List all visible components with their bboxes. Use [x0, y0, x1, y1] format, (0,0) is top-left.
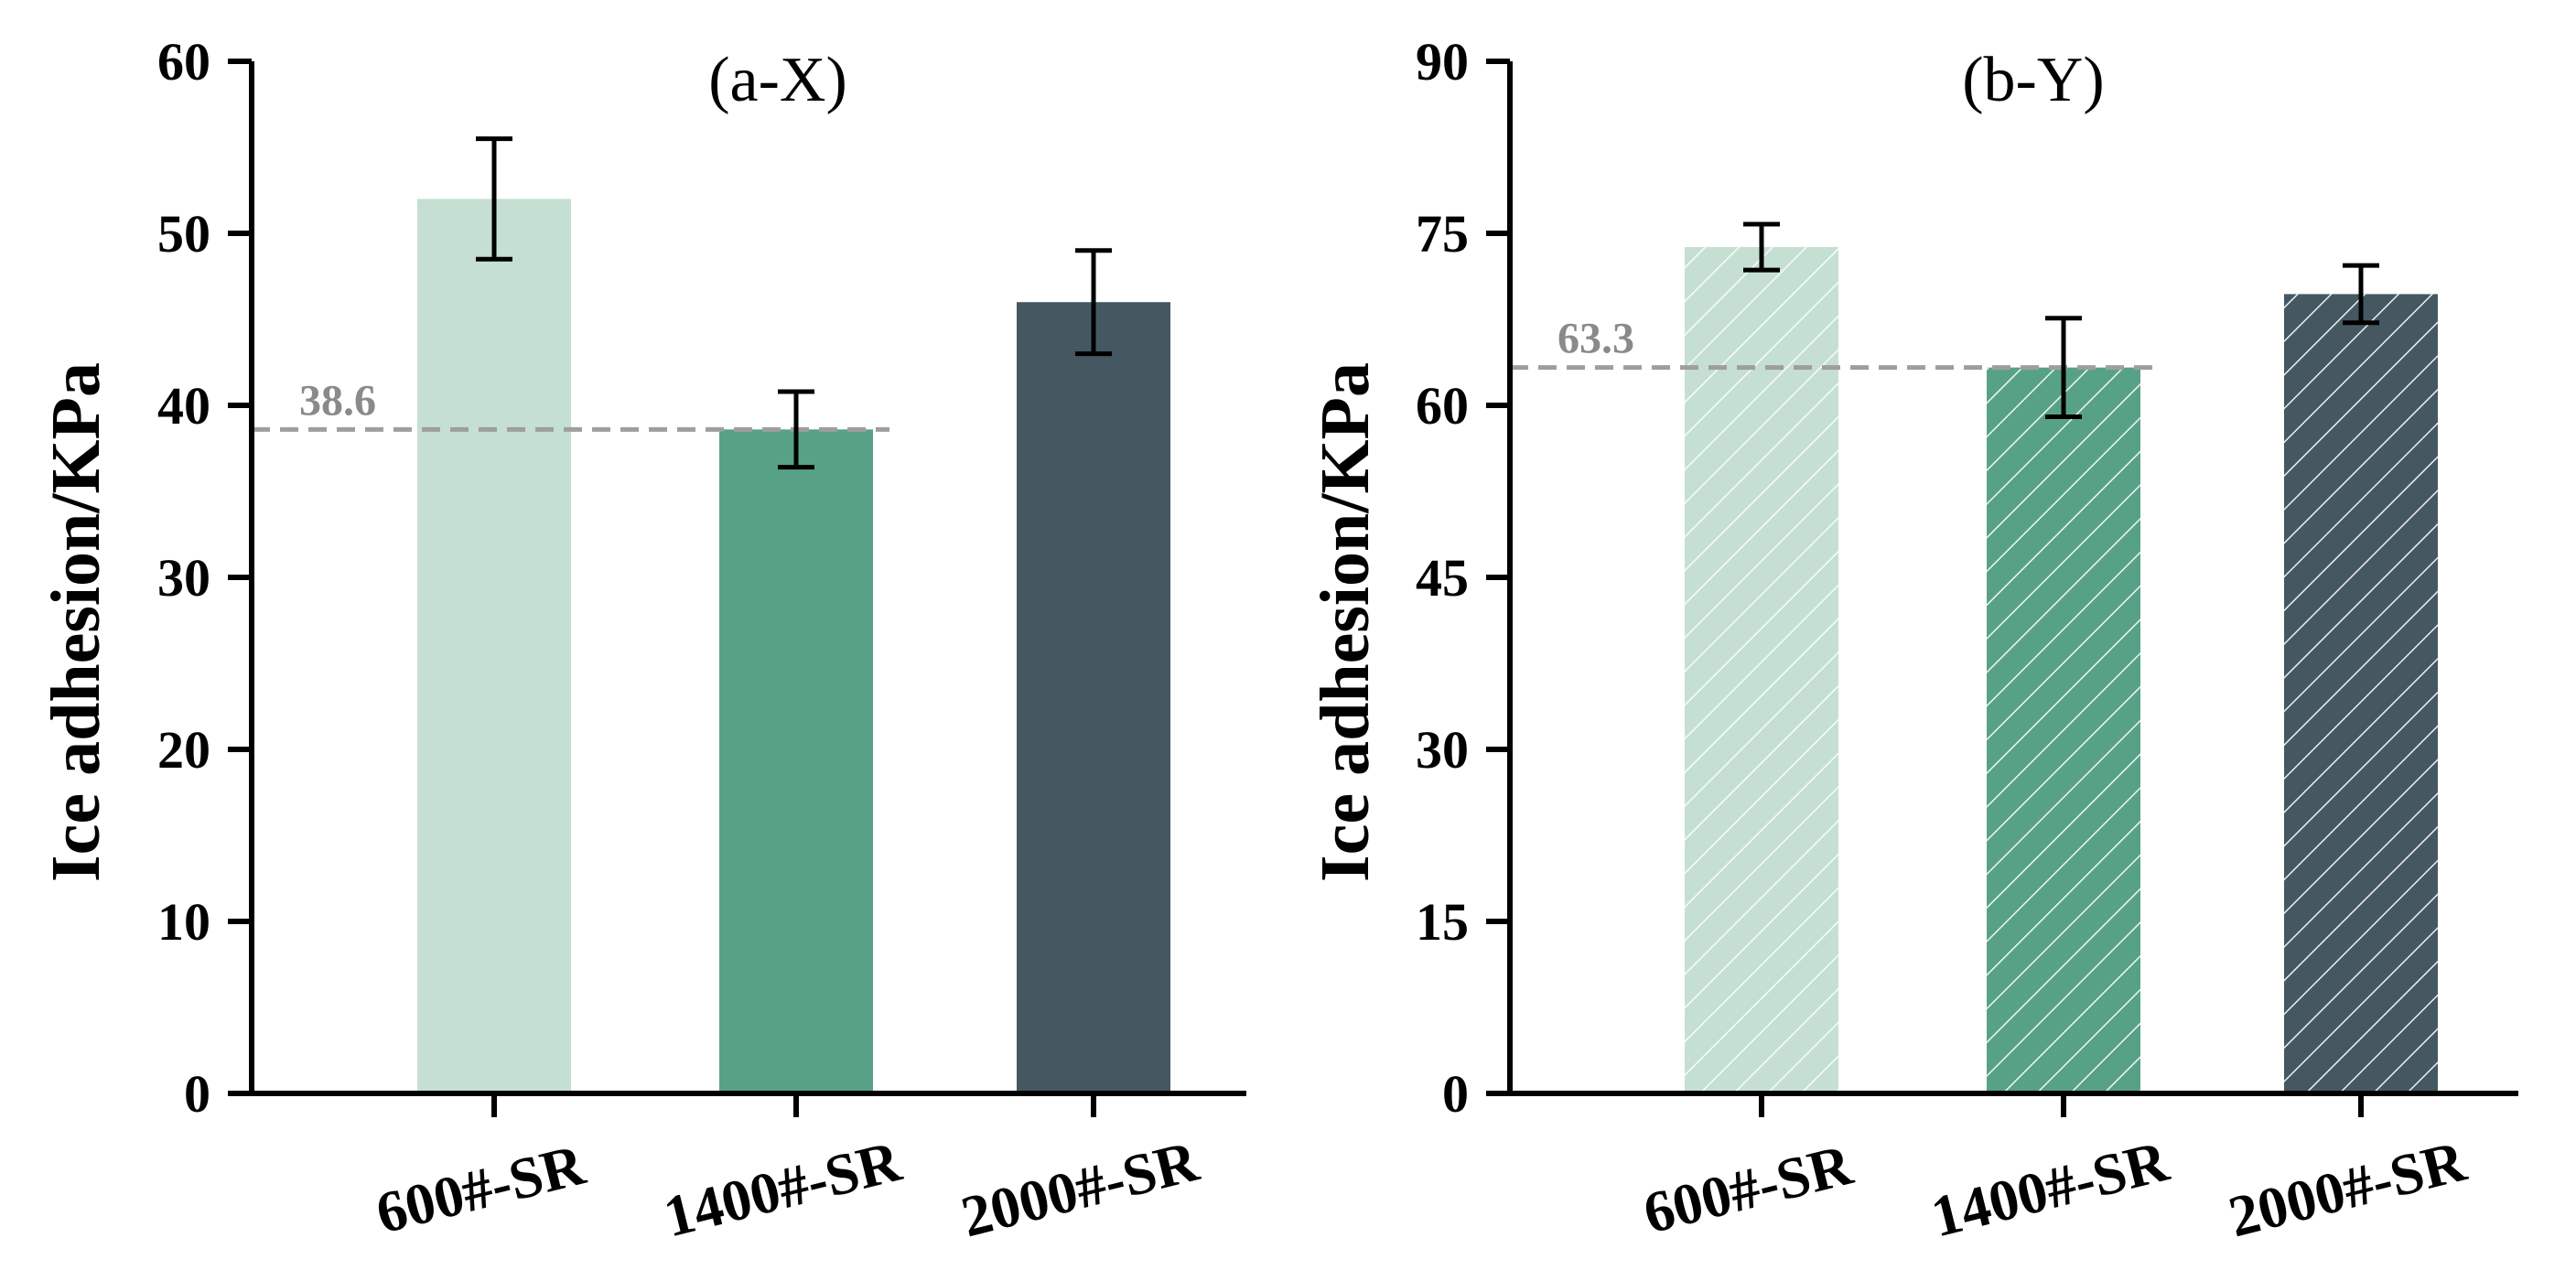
- reference-label: 38.6: [299, 376, 376, 425]
- x-tick-label: 2000#-SR: [955, 1128, 1205, 1250]
- y-tick-label: 45: [1416, 548, 1469, 608]
- bar-hatch: [1685, 247, 1838, 1093]
- y-tick-label: 15: [1416, 892, 1469, 952]
- chart-panel-b: (b-Y) Ice adhesion/KPa 63.3 0 15 30 45 60 75 90…: [1307, 32, 2518, 1249]
- x-tick-label: 2000#-SR: [2223, 1128, 2473, 1250]
- x-tick-label: 1400#-SR: [658, 1128, 908, 1250]
- y-axis-title: Ice adhesion/KPa: [38, 362, 114, 882]
- bar-hatch: [1987, 367, 2140, 1093]
- y-tick-label: 90: [1416, 32, 1469, 92]
- chart-title: (a-X): [708, 45, 847, 115]
- y-tick-label: 0: [1442, 1064, 1469, 1124]
- x-tick-label: 600#-SR: [1637, 1132, 1859, 1246]
- y-tick-label: 50: [157, 204, 210, 264]
- bar: [1017, 302, 1170, 1093]
- bar: [417, 199, 571, 1093]
- y-tick-label: 60: [1416, 376, 1469, 436]
- y-tick-label: 40: [157, 376, 210, 436]
- x-tick-label: 1400#-SR: [1925, 1128, 2175, 1250]
- y-tick-label: 10: [157, 892, 210, 952]
- y-tick-label: 20: [157, 720, 210, 780]
- y-tick-label: 60: [157, 32, 210, 92]
- chart-panel-a: (a-X) Ice adhesion/KPa 38.6 0 10 20 30 40 50 60…: [38, 32, 1246, 1249]
- y-axis-title: Ice adhesion/KPa: [1307, 362, 1384, 882]
- x-tick-label: 600#-SR: [370, 1132, 591, 1246]
- y-tick-label: 30: [1416, 720, 1469, 780]
- y-tick-label: 75: [1416, 204, 1469, 264]
- bar-hatch: [2284, 294, 2438, 1094]
- chart-title: (b-Y): [1962, 45, 2104, 115]
- y-tick-label: 0: [184, 1064, 210, 1124]
- y-tick-label: 30: [157, 548, 210, 608]
- bar: [719, 429, 873, 1093]
- reference-label: 63.3: [1557, 315, 1634, 363]
